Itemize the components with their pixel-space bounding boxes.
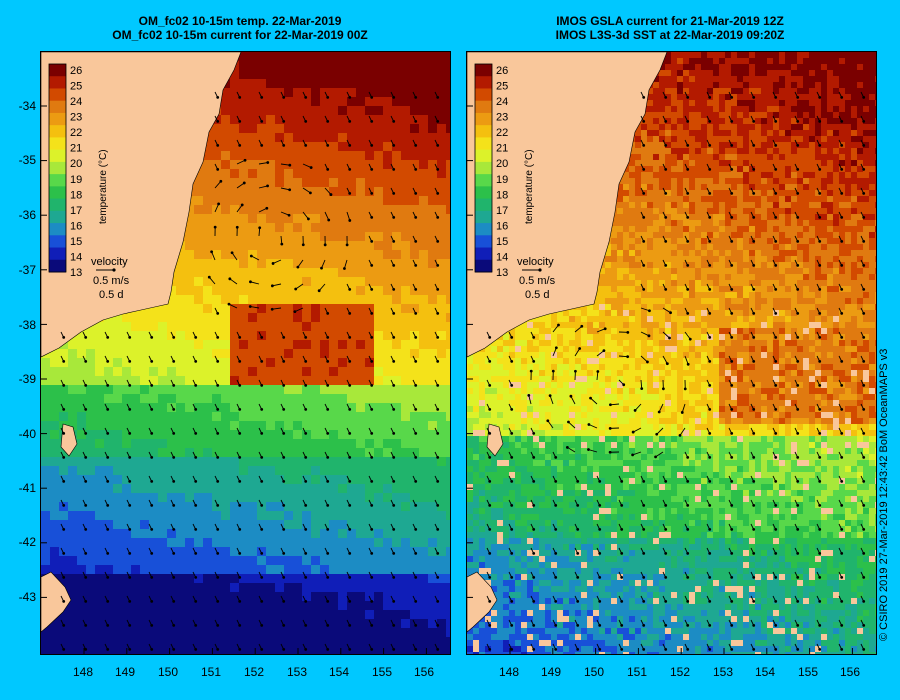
lat-tick-label: -43 (18, 590, 36, 604)
right-velocity-legend-duration: 0.5 d (525, 289, 549, 301)
lat-tick-label: -35 (18, 153, 36, 167)
lon-tick-label: 153 (286, 665, 308, 679)
lat-tick-label: -36 (18, 208, 36, 222)
left-map-title: OM_fc02 10-15m temp. 22-Mar-2019 OM_fc02… (30, 14, 450, 42)
lon-tick-label: 152 (669, 665, 691, 679)
lon-tick-label: 156 (839, 665, 861, 679)
left-colorbar-tick-label: 26 (70, 65, 82, 77)
left-tasmania-land (41, 571, 72, 633)
left-colorbar-tick-label: 21 (70, 143, 82, 155)
lon-tick-label: 154 (328, 665, 350, 679)
left-map-panel: 26 25 24 23 22 21 20 19 18 17 16 15 14 13 temperature … (40, 51, 451, 655)
right-colorbar-tick-label: 21 (496, 143, 508, 155)
left-colorbar-tick-label: 15 (70, 236, 82, 248)
right-colorbar-tick-label: 13 (496, 267, 508, 279)
left-colorbar-tick-label: 19 (70, 174, 82, 186)
left-colorbar-label: temperature (°C) (98, 149, 109, 224)
right-colorbar: 26 25 24 23 22 21 20 19 18 17 16 15 14 13 temperature … (474, 63, 535, 279)
right-velocity-legend-speed: 0.5 m/s (519, 275, 556, 287)
right-map-panel: 26 25 24 23 22 21 20 19 18 17 16 15 14 13 temperature … (466, 51, 877, 655)
lon-tick-label: 150 (157, 665, 179, 679)
left-island (60, 423, 78, 457)
lon-tick-label: 156 (413, 665, 435, 679)
left-colorbar-tick-label: 20 (70, 158, 82, 170)
left-colorbar-tick-label: 25 (70, 81, 82, 93)
lon-tick-label: 152 (243, 665, 265, 679)
right-velocity-legend: velocity 0.5 m/s 0.5 d (517, 256, 556, 301)
right-colorbar-tick-label: 18 (496, 189, 508, 201)
right-map-title: IMOS GSLA current for 21-Mar-2019 12Z IM… (460, 14, 880, 42)
lat-tick-label: -34 (18, 99, 36, 113)
left-title-line2: OM_fc02 10-15m current for 22-Mar-2019 0… (112, 28, 368, 42)
right-land-mass (467, 52, 668, 358)
right-title-line2: IMOS L3S-3d SST at 22-Mar-2019 09:20Z (555, 28, 785, 42)
right-colorbar-tick-label: 19 (496, 174, 508, 186)
right-colorbar-tick-label: 22 (496, 127, 508, 139)
left-land-mass (41, 52, 242, 358)
lon-tick-label: 153 (712, 665, 734, 679)
left-velocity-legend-duration: 0.5 d (99, 289, 123, 301)
left-map-canvas: 26 25 24 23 22 21 20 19 18 17 16 15 14 13 temperature … (41, 52, 450, 654)
lon-tick-label: 149 (540, 665, 562, 679)
left-title-line1: OM_fc02 10-15m temp. 22-Mar-2019 (138, 14, 342, 28)
right-velocity-legend-title: velocity (517, 256, 554, 268)
lat-tick-label: -40 (18, 427, 36, 441)
right-title-line1: IMOS GSLA current for 21-Mar-2019 12Z (556, 14, 784, 28)
right-colorbar-label: temperature (°C) (524, 149, 535, 224)
lat-tick-label: -39 (18, 372, 36, 386)
right-colorbar-tick-label: 14 (496, 251, 508, 263)
right-colorbar-tick-label: 16 (496, 220, 508, 232)
lon-tick-label: 155 (797, 665, 819, 679)
left-colorbar-tick-label: 22 (70, 127, 82, 139)
lon-tick-label: 150 (583, 665, 605, 679)
lon-tick-label: 149 (114, 665, 136, 679)
lat-tick-label: -41 (18, 481, 36, 495)
lon-tick-label: 151 (200, 665, 222, 679)
right-tasmania-land (467, 571, 498, 633)
left-colorbar-tick-label: 16 (70, 220, 82, 232)
right-map-canvas: 26 25 24 23 22 21 20 19 18 17 16 15 14 13 temperature … (467, 52, 876, 654)
right-temperature-field (467, 52, 876, 654)
lat-tick-label: -37 (18, 263, 36, 277)
left-colorbar: 26 25 24 23 22 21 20 19 18 17 16 15 14 13 temperature … (48, 63, 109, 279)
right-colorbar-tick-label: 24 (496, 96, 508, 108)
left-colorbar-tick-label: 23 (70, 112, 82, 124)
left-velocity-legend: velocity 0.5 m/s 0.5 d (91, 256, 130, 301)
lon-tick-label: 148 (72, 665, 94, 679)
lat-tick-label: -38 (18, 318, 36, 332)
lon-tick-label: 151 (626, 665, 648, 679)
left-colorbar-tick-label: 24 (70, 96, 82, 108)
left-axis-ticks (41, 105, 427, 654)
right-colorbar-tick-label: 15 (496, 236, 508, 248)
left-colorbar-tick-label: 17 (70, 205, 82, 217)
right-colorbar-tick-label: 17 (496, 205, 508, 217)
right-island (486, 423, 504, 457)
right-axis-ticks (467, 105, 853, 654)
lon-tick-label: 154 (754, 665, 776, 679)
left-colorbar-tick-label: 14 (70, 251, 82, 263)
lat-tick-label: -42 (18, 535, 36, 549)
lon-tick-label: 155 (371, 665, 393, 679)
credit-text: © CSIRO 2019 27-Mar-2019 12:43:42 BoM Oc… (878, 348, 890, 641)
right-colorbar-tick-label: 23 (496, 112, 508, 124)
right-velocity-arrows (486, 91, 866, 651)
lon-tick-label: 148 (498, 665, 520, 679)
left-velocity-legend-speed: 0.5 m/s (93, 275, 130, 287)
right-colorbar-tick-label: 26 (496, 65, 508, 77)
right-colorbar-tick-label: 25 (496, 81, 508, 93)
left-colorbar-tick-label: 18 (70, 189, 82, 201)
left-colorbar-tick-label: 13 (70, 267, 82, 279)
left-velocity-arrows (60, 91, 440, 651)
left-velocity-legend-title: velocity (91, 256, 128, 268)
right-colorbar-tick-label: 20 (496, 158, 508, 170)
